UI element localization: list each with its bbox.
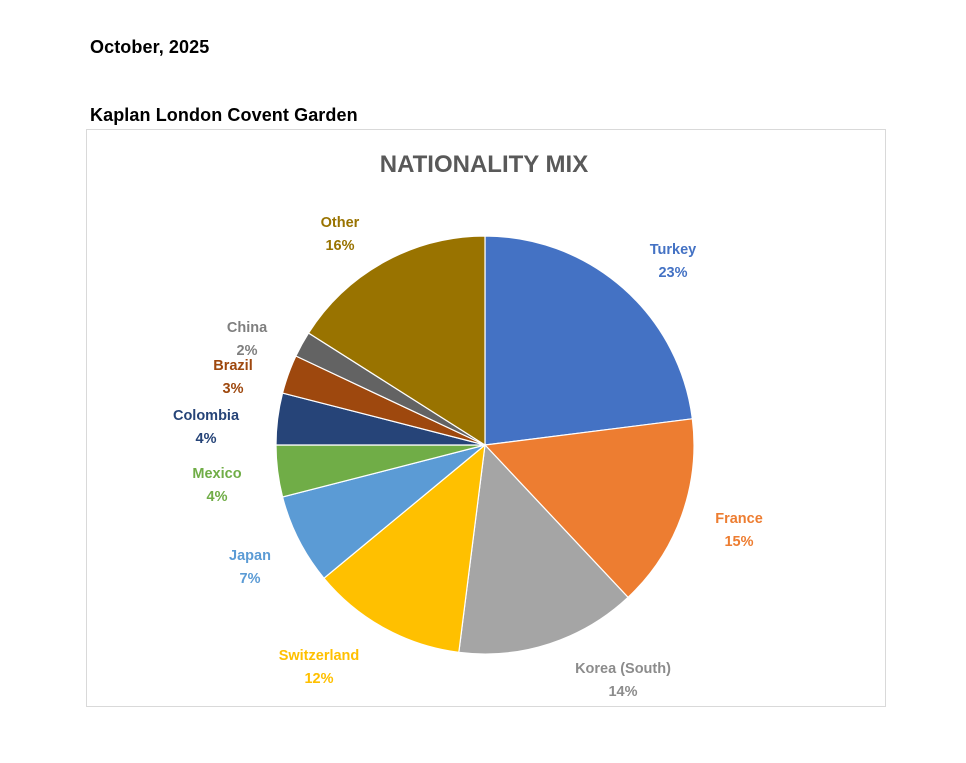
pie-label-china: China 2% bbox=[227, 320, 268, 359]
pie-label-name: Japan bbox=[229, 548, 271, 564]
pie-label-japan: Japan 7% bbox=[229, 548, 271, 587]
pie-label-name: China bbox=[227, 320, 268, 336]
pie-label-name: Other bbox=[321, 215, 360, 231]
school-location-heading: Kaplan London Covent Garden bbox=[90, 105, 358, 125]
pie-label-brazil: Brazil 3% bbox=[213, 358, 253, 397]
pie-label-mexico: Mexico 4% bbox=[192, 466, 241, 505]
chart-title: NATIONALITY MIX bbox=[380, 151, 588, 178]
pie-slice-turkey bbox=[484, 235, 694, 446]
pie-chart-canvas: NATIONALITY MIX Turkey 23% France 15% Korea … bbox=[173, 151, 763, 700]
pie-label-name: France bbox=[715, 511, 763, 527]
pie-slice-other bbox=[307, 235, 486, 447]
pie-label-value: 16% bbox=[325, 238, 354, 254]
pie-label-value: 23% bbox=[658, 265, 687, 281]
pie-label-value: 14% bbox=[608, 684, 637, 700]
pie-labels: Turkey 23% France 15% Korea (South) 14% Switze… bbox=[173, 215, 763, 700]
pie-label-name: Brazil bbox=[213, 358, 253, 374]
pie-slice-korea-south bbox=[458, 443, 629, 655]
pie-slice-france bbox=[483, 418, 695, 599]
pie-label-value: 7% bbox=[240, 571, 261, 587]
pie-label-colombia: Colombia 4% bbox=[173, 408, 240, 447]
pie-slice-switzerland bbox=[323, 443, 486, 654]
pie-label-name: Korea (South) bbox=[575, 661, 671, 677]
pie-label-value: 2% bbox=[237, 343, 258, 359]
pie-label-korea-south: Korea (South) 14% bbox=[575, 661, 671, 700]
pie-label-value: 3% bbox=[223, 381, 244, 397]
pie-label-value: 4% bbox=[207, 489, 228, 505]
pie-label-value: 12% bbox=[304, 671, 333, 687]
report-date: October, 2025 bbox=[90, 37, 210, 57]
pie-label-turkey: Turkey 23% bbox=[650, 242, 696, 281]
pie-label-name: Mexico bbox=[192, 466, 241, 482]
pie-label-name: Turkey bbox=[650, 242, 696, 258]
pie-label-name: Switzerland bbox=[279, 648, 360, 664]
pie-label-value: 4% bbox=[196, 431, 217, 447]
pie-slices bbox=[275, 235, 695, 655]
pie-label-name: Colombia bbox=[173, 408, 240, 424]
pie-label-value: 15% bbox=[724, 534, 753, 550]
pie-label-france: France 15% bbox=[715, 511, 763, 550]
pie-label-other: Other 16% bbox=[321, 215, 360, 254]
pie-label-switzerland: Switzerland 12% bbox=[279, 648, 360, 687]
nationality-chart: NATIONALITY MIX Turkey 23% France 15% Korea … bbox=[86, 129, 886, 707]
